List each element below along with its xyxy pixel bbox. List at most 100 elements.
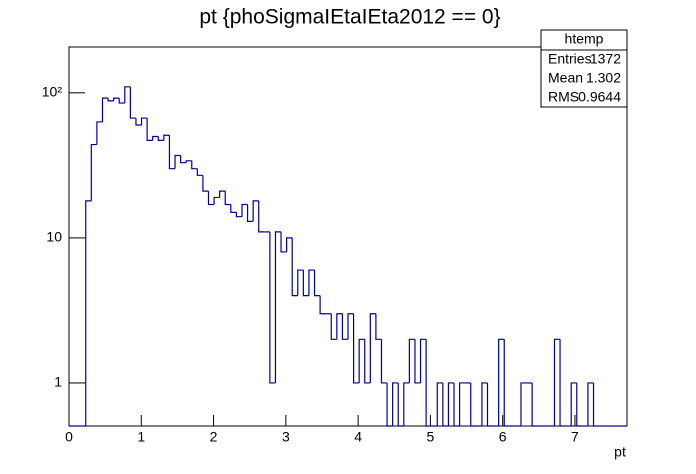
plot-frame (68, 46, 628, 427)
histogram-bin (375, 313, 382, 340)
histogram-bin (202, 175, 209, 192)
y-tick-label: 10 (46, 229, 62, 245)
histogram-bin (459, 382, 466, 426)
histogram-bin (146, 118, 153, 142)
x-tick-label: 0 (65, 429, 73, 445)
histogram-bin (113, 97, 120, 101)
histogram-bin (174, 154, 181, 169)
histogram-bin (269, 231, 276, 384)
histogram-bin (313, 270, 321, 297)
histogram-bin (85, 200, 92, 426)
histogram-bin (447, 382, 455, 426)
histogram-bin (470, 382, 477, 427)
histogram-bin (386, 382, 393, 427)
histogram-bin (559, 339, 566, 427)
histogram-bin (347, 313, 354, 340)
histogram-bin (252, 200, 259, 222)
histogram-bin (570, 382, 577, 426)
histogram-bin (352, 313, 360, 384)
histogram-bin (191, 160, 198, 170)
histogram-bin (213, 196, 220, 205)
histogram-bin (425, 339, 432, 427)
histogram-bin (419, 338, 427, 383)
histogram-bin (330, 313, 337, 340)
histogram-bin (207, 191, 215, 206)
histogram-bin (520, 382, 527, 426)
histogram-bin (308, 269, 315, 296)
histogram-bin (280, 231, 287, 253)
histogram-bin (576, 382, 583, 427)
histogram-bin (235, 212, 242, 218)
histogram-bin (486, 382, 494, 427)
histogram-bin (152, 135, 159, 141)
histogram-bin (246, 204, 254, 222)
histogram-bin (224, 191, 231, 206)
y-tick-label: 10² (42, 84, 63, 100)
x-axis-label: pt (614, 444, 626, 460)
histogram-bin (369, 313, 376, 383)
histogram-bin (258, 200, 265, 233)
histogram-bin (297, 269, 304, 296)
histogram-bin (124, 86, 131, 104)
histogram-bin (436, 382, 443, 426)
histogram-bin (553, 338, 561, 426)
histogram-bin (531, 382, 538, 427)
histogram-bin (453, 382, 460, 427)
histogram-bin (503, 339, 510, 427)
histogram-bin (392, 382, 399, 426)
stats-frame (540, 29, 628, 108)
histogram-bin (291, 237, 298, 297)
x-tick-label: 5 (427, 429, 435, 445)
histogram-bin (274, 231, 282, 383)
histogram-bin (442, 382, 449, 427)
histogram-bin (414, 339, 421, 384)
histogram-bin (286, 237, 293, 252)
histogram-bin (219, 190, 226, 198)
histogram-bin (403, 382, 410, 426)
histogram-bin (408, 338, 415, 383)
histogram-bin (302, 270, 309, 297)
histogram-bin (140, 117, 148, 126)
x-tick-label: 7 (571, 429, 579, 445)
histogram-bin (587, 382, 594, 426)
histogram-bin (196, 168, 203, 176)
histogram-bin (481, 382, 488, 426)
x-tick-label: 3 (282, 429, 290, 445)
histogram-bin (157, 136, 164, 142)
histogram-bin (341, 313, 348, 340)
histogram-bin (230, 204, 237, 213)
stats-value: 1372 (590, 51, 621, 67)
chart-title: pt {phoSigmaIEtaIEta2012 == 0} (199, 6, 500, 29)
x-tick-label: 1 (137, 429, 145, 445)
histogram-bin (180, 155, 187, 164)
histogram-bin (241, 203, 248, 217)
y-tick-label: 1 (54, 374, 62, 390)
stats-label: Entries (548, 51, 592, 67)
histogram-bin (101, 97, 109, 122)
x-tick-label: 2 (210, 429, 218, 445)
histogram-bin (96, 121, 103, 145)
stats-value: 0.9644 (578, 89, 621, 105)
histogram-bin (319, 295, 326, 315)
histogram-bin (397, 382, 404, 427)
histogram-bin (380, 339, 388, 384)
histogram-bin (118, 98, 125, 104)
histogram-bin (168, 135, 176, 170)
histogram-bin (90, 143, 97, 201)
histogram-bin (592, 382, 600, 427)
histogram-bin (107, 98, 114, 102)
stats-title: htemp (565, 31, 604, 47)
stats-value: 1.302 (586, 70, 621, 86)
histogram-bin (135, 118, 142, 126)
histogram-bin (336, 313, 343, 340)
histogram-bin (358, 338, 365, 383)
histogram-bin (129, 86, 136, 119)
histogram-bin (163, 134, 170, 141)
histogram-bin (498, 338, 505, 426)
x-tick-label: 6 (499, 429, 507, 445)
stats-label: Mean (548, 70, 583, 86)
histogram-bin (364, 339, 371, 384)
x-tick-label: 4 (354, 429, 362, 445)
